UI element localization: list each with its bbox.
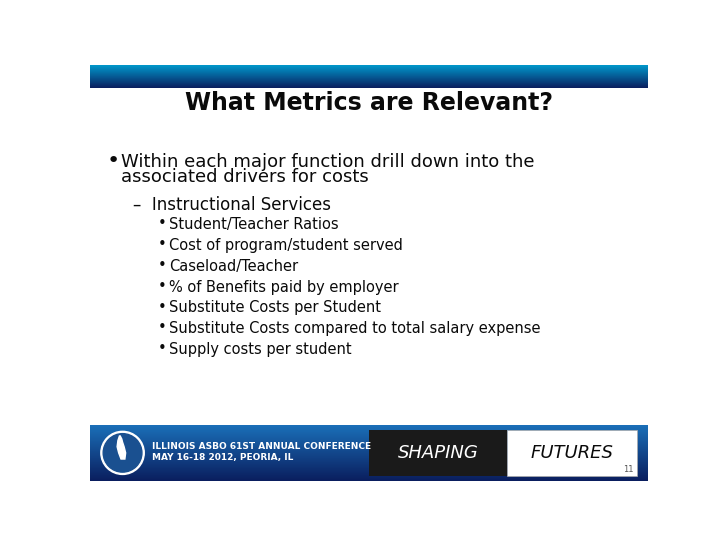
Polygon shape xyxy=(117,436,126,459)
Text: •: • xyxy=(158,300,167,315)
Text: MAY 16-18 2012, PEORIA, IL: MAY 16-18 2012, PEORIA, IL xyxy=(152,453,293,462)
Text: SHAPING: SHAPING xyxy=(397,444,478,462)
Bar xyxy=(369,430,507,476)
Text: •: • xyxy=(158,237,167,252)
Bar xyxy=(507,430,637,476)
Text: Cost of program/student served: Cost of program/student served xyxy=(169,238,403,253)
Text: –  Instructional Services: – Instructional Services xyxy=(132,195,330,214)
Text: Caseload/Teacher: Caseload/Teacher xyxy=(169,259,298,274)
Text: •: • xyxy=(158,258,167,273)
Text: Student/Teacher Ratios: Student/Teacher Ratios xyxy=(169,217,338,232)
Circle shape xyxy=(103,434,142,472)
Text: •: • xyxy=(107,151,120,171)
Text: Substitute Costs compared to total salary expense: Substitute Costs compared to total salar… xyxy=(169,321,541,336)
Text: % of Benefits paid by employer: % of Benefits paid by employer xyxy=(169,280,399,295)
Text: FUTURES: FUTURES xyxy=(531,444,613,462)
Text: What Metrics are Relevant?: What Metrics are Relevant? xyxy=(185,91,553,116)
Text: •: • xyxy=(158,279,167,294)
Text: Within each major function drill down into the: Within each major function drill down in… xyxy=(121,153,534,171)
Text: •: • xyxy=(158,341,167,356)
Text: 11: 11 xyxy=(624,465,634,475)
Text: Supply costs per student: Supply costs per student xyxy=(169,342,351,357)
Text: ILLINOIS ASBO 61ST ANNUAL CONFERENCE: ILLINOIS ASBO 61ST ANNUAL CONFERENCE xyxy=(152,442,371,451)
Text: •: • xyxy=(158,217,167,232)
Circle shape xyxy=(101,431,144,475)
Text: Substitute Costs per Student: Substitute Costs per Student xyxy=(169,300,381,315)
Text: associated drivers for costs: associated drivers for costs xyxy=(121,168,369,186)
Text: •: • xyxy=(158,320,167,335)
